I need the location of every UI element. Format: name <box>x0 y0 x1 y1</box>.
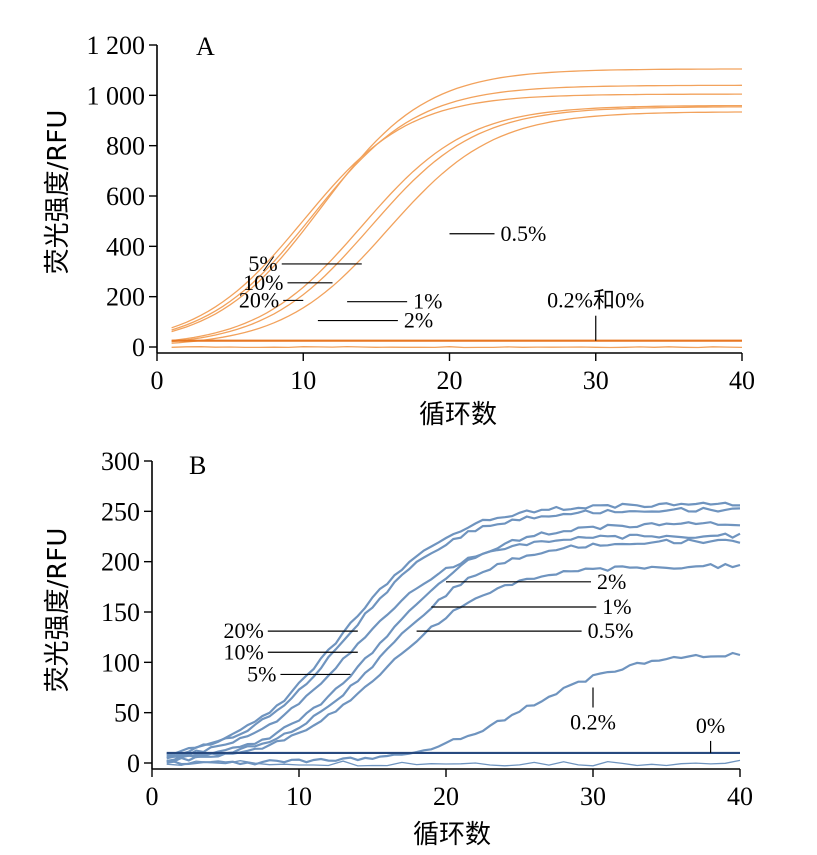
panel-a: A 0 200 400 600 800 1 000 1 200 0 10 20 30 40 5%10%… <box>43 31 755 430</box>
series-line-20 <box>166 501 740 755</box>
y-tick-label: 150 <box>101 598 140 627</box>
annotation-label: 0% <box>696 713 725 738</box>
annotation-label: 2% <box>404 308 433 333</box>
x-tick-label: 0 <box>146 782 159 811</box>
x-tick-label: 20 <box>433 782 459 811</box>
x-tick-label: 40 <box>729 366 755 395</box>
annotation-label: 10% <box>223 639 263 664</box>
x-tick-label: 30 <box>580 782 606 811</box>
annotation-label: 20% <box>223 618 263 643</box>
panel-a-y-axis-title: 荧光强度/RFU <box>43 110 73 275</box>
annotation-label: 20% <box>239 287 279 312</box>
annotation-label: 0.5% <box>501 221 547 246</box>
panel-b: B 0 50 100 150 200 250 300 0 10 20 30 40 20%10%5% 2%… <box>43 447 753 850</box>
series-line-05 <box>171 111 742 344</box>
panel-b-x-axis-title: 循环数 <box>413 820 491 850</box>
x-tick-label: 30 <box>583 366 609 395</box>
series-line-2 <box>166 521 741 760</box>
panel-b-letter: B <box>189 451 206 480</box>
annotation-label: 0.2% <box>570 710 616 735</box>
x-tick-label: 10 <box>290 366 316 395</box>
panel-a-letter: A <box>196 32 215 61</box>
y-tick-label: 50 <box>114 699 140 728</box>
annotation-label: 0.2%和0% <box>547 288 644 313</box>
annotation-label: 5% <box>248 251 277 276</box>
panel-a-x-axis-title: 循环数 <box>419 400 497 430</box>
series-line-1 <box>171 104 742 342</box>
noise-trace <box>166 759 741 767</box>
noise-trace <box>171 345 743 349</box>
series-line-10 <box>171 84 743 331</box>
y-tick-label: 1 200 <box>87 31 146 60</box>
y-tick-label: 0 <box>132 333 145 362</box>
annotation-label: 2% <box>597 569 626 594</box>
panel-b-curves <box>166 501 741 767</box>
panel-b-axes: 0 50 100 150 200 250 300 0 10 20 30 40 <box>101 447 753 811</box>
series-line-5 <box>166 532 741 758</box>
series-line-20 <box>171 93 742 329</box>
x-tick-label: 10 <box>286 782 312 811</box>
y-tick-label: 400 <box>106 232 145 261</box>
x-tick-label: 40 <box>727 782 753 811</box>
y-tick-label: 0 <box>127 749 140 778</box>
panel-a-axes: 0 200 400 600 800 1 000 1 200 0 10 20 30 40 <box>87 31 756 395</box>
y-tick-label: 100 <box>101 648 140 677</box>
panel-a-curves <box>171 68 743 349</box>
y-tick-label: 600 <box>106 182 145 211</box>
series-line-10 <box>166 506 741 757</box>
y-tick-label: 200 <box>101 548 140 577</box>
x-tick-label: 20 <box>437 366 463 395</box>
panel-a-annotations: 5%10%20% 1%2% 0.5% 0.2%和0% <box>239 221 644 341</box>
x-tick-label: 0 <box>151 366 164 395</box>
y-tick-label: 1 000 <box>87 81 146 110</box>
y-tick-label: 300 <box>101 447 140 476</box>
annotation-label: 10% <box>243 270 283 295</box>
annotation-label: 5% <box>247 661 276 686</box>
series-line-05 <box>166 562 741 763</box>
y-tick-label: 250 <box>101 497 140 526</box>
annotation-label: 1% <box>602 594 631 619</box>
panel-b-y-axis-title: 荧光强度/RFU <box>43 528 73 693</box>
y-tick-label: 200 <box>106 283 145 312</box>
series-line-1 <box>166 538 741 762</box>
y-tick-label: 800 <box>106 132 145 161</box>
series-line-5 <box>171 68 742 333</box>
annotation-label: 0.5% <box>588 618 634 643</box>
annotation-label: 1% <box>413 289 442 314</box>
series-line-02 <box>166 651 741 766</box>
panel-b-annotations: 20%10%5% 2%1%0.5% 0.2% 0% <box>223 569 725 753</box>
series-line-2 <box>171 106 742 343</box>
